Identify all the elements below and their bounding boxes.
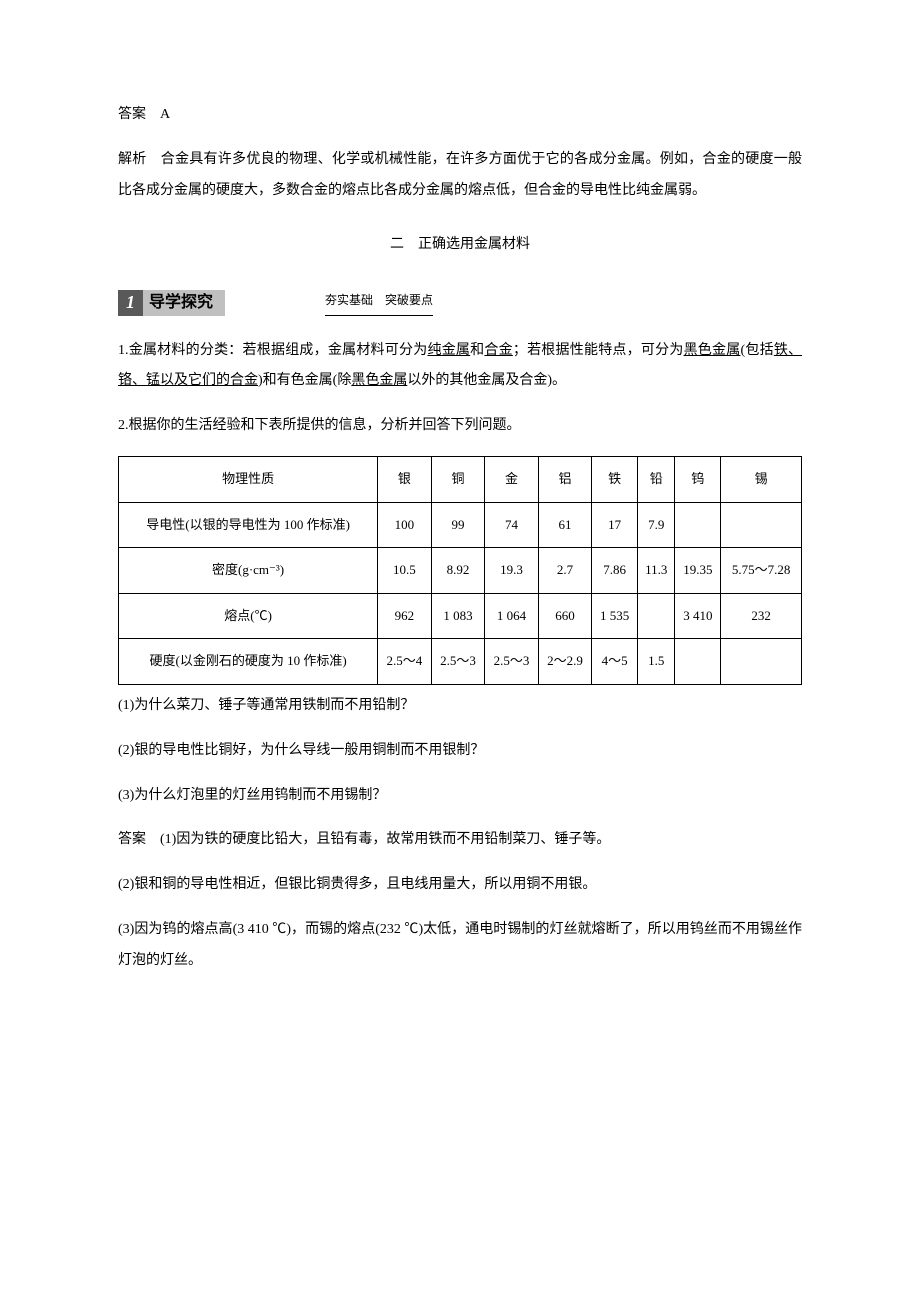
data-cell: 1 535 (592, 593, 638, 639)
data-cell: 1.5 (638, 639, 675, 685)
data-cell: 3 410 (675, 593, 721, 639)
header-cell: 钨 (675, 456, 721, 502)
paragraph-2: 2.根据你的生活经验和下表所提供的信息，分析并回答下列问题。 (118, 411, 802, 442)
p1-u5: 黑色金属 (351, 373, 407, 388)
header-cell: 铅 (638, 456, 675, 502)
table-row: 导电性(以银的导电性为 100 作标准) 100 99 74 61 17 7.9 (119, 502, 802, 548)
p1-u2: 合金 (484, 343, 512, 358)
table-row: 硬度(以金刚石的硬度为 10 作标准) 2.5～4 2.5～3 2.5～3 2～… (119, 639, 802, 685)
data-cell: 99 (431, 502, 485, 548)
data-cell: 11.3 (638, 548, 675, 594)
data-cell: 19.3 (485, 548, 539, 594)
answer-label: 答案 (118, 107, 146, 122)
p1-m3: (包括 (740, 343, 773, 358)
answer-2: (2)银和铜的导电性相近，但银比铜贵得多，且电线用量大，所以用铜不用银。 (118, 870, 802, 901)
data-cell: 7.9 (638, 502, 675, 548)
data-cell: 2.5～4 (378, 639, 432, 685)
row-label: 密度(g·cm⁻³) (119, 548, 378, 594)
data-cell: 2.5～3 (431, 639, 485, 685)
header-cell: 铁 (592, 456, 638, 502)
explanation-block: 解析 合金具有许多优良的物理、化学或机械性能，在许多方面优于它的各成分金属。例如… (118, 145, 802, 207)
table-row: 密度(g·cm⁻³) 10.5 8.92 19.3 2.7 7.86 11.3 … (119, 548, 802, 594)
header-cell: 锡 (721, 456, 802, 502)
row-label: 熔点(℃) (119, 593, 378, 639)
explanation-text: 合金具有许多优良的物理、化学或机械性能，在许多方面优于它的各成分金属。例如，合金… (118, 152, 802, 198)
data-cell: 2～2.9 (538, 639, 592, 685)
data-cell: 17 (592, 502, 638, 548)
p1-m4: )和有色金属(除 (258, 373, 351, 388)
data-cell: 7.86 (592, 548, 638, 594)
p1-u1: 纯金属 (427, 343, 470, 358)
question-2: (2)银的导电性比铜好，为什么导线一般用铜制而不用银制？ (118, 736, 802, 767)
question-1: (1)为什么菜刀、锤子等通常用铁制而不用铅制？ (118, 691, 802, 722)
data-cell (721, 639, 802, 685)
data-cell: 5.75～7.28 (721, 548, 802, 594)
header-cell: 银 (378, 456, 432, 502)
inquiry-header: 1 导学探究 夯实基础 突破要点 (118, 287, 802, 315)
inquiry-box: 1 导学探究 (118, 290, 225, 316)
data-cell: 74 (485, 502, 539, 548)
row-label: 导电性(以银的导电性为 100 作标准) (119, 502, 378, 548)
header-cell: 金 (485, 456, 539, 502)
data-cell (675, 639, 721, 685)
table-header-row: 物理性质 银 铜 金 铝 铁 铅 钨 锡 (119, 456, 802, 502)
data-cell: 100 (378, 502, 432, 548)
data-cell (638, 593, 675, 639)
table-row: 熔点(℃) 962 1 083 1 064 660 1 535 3 410 23… (119, 593, 802, 639)
data-cell: 1 083 (431, 593, 485, 639)
data-cell: 232 (721, 593, 802, 639)
data-cell: 19.35 (675, 548, 721, 594)
data-cell: 10.5 (378, 548, 432, 594)
data-cell: 1 064 (485, 593, 539, 639)
data-cell: 2.7 (538, 548, 592, 594)
data-cell: 660 (538, 593, 592, 639)
p1-prefix: 1.金属材料的分类：若根据组成，金属材料可分为 (118, 343, 427, 358)
explanation-label: 解析 (118, 152, 147, 167)
data-cell: 8.92 (431, 548, 485, 594)
inquiry-label: 导学探究 (143, 285, 219, 320)
data-cell (675, 502, 721, 548)
data-cell: 962 (378, 593, 432, 639)
answer-value: A (160, 107, 170, 122)
p1-m1: 和 (470, 343, 484, 358)
data-cell: 2.5～3 (485, 639, 539, 685)
metals-table: 物理性质 银 铜 金 铝 铁 铅 钨 锡 导电性(以银的导电性为 100 作标准… (118, 456, 802, 685)
p1-u3: 黑色金属 (684, 343, 741, 358)
inquiry-subtitle: 夯实基础 突破要点 (325, 287, 433, 315)
ans-label: 答案 (118, 832, 146, 847)
data-cell (721, 502, 802, 548)
section-title: 二 正确选用金属材料 (118, 230, 802, 261)
row-label: 硬度(以金刚石的硬度为 10 作标准) (119, 639, 378, 685)
header-cell: 铝 (538, 456, 592, 502)
p1-m2: ；若根据性能特点，可分为 (513, 343, 684, 358)
p1-suffix: 以外的其他金属及合金)。 (407, 373, 566, 388)
answer-block: 答案 A (118, 100, 802, 131)
answer-3: (3)因为钨的熔点高(3 410 ℃)，而锡的熔点(232 ℃)太低，通电时锡制… (118, 915, 802, 977)
a1-text: (1)因为铁的硬度比铅大，且铅有毒，故常用铁而不用铅制菜刀、锤子等。 (160, 832, 610, 847)
answer-1: 答案 (1)因为铁的硬度比铅大，且铅有毒，故常用铁而不用铅制菜刀、锤子等。 (118, 825, 802, 856)
header-cell: 铜 (431, 456, 485, 502)
inquiry-num: 1 (118, 290, 143, 316)
paragraph-1: 1.金属材料的分类：若根据组成，金属材料可分为纯金属和合金；若根据性能特点，可分… (118, 336, 802, 398)
data-cell: 4～5 (592, 639, 638, 685)
header-cell: 物理性质 (119, 456, 378, 502)
question-3: (3)为什么灯泡里的灯丝用钨制而不用锡制？ (118, 781, 802, 812)
data-cell: 61 (538, 502, 592, 548)
